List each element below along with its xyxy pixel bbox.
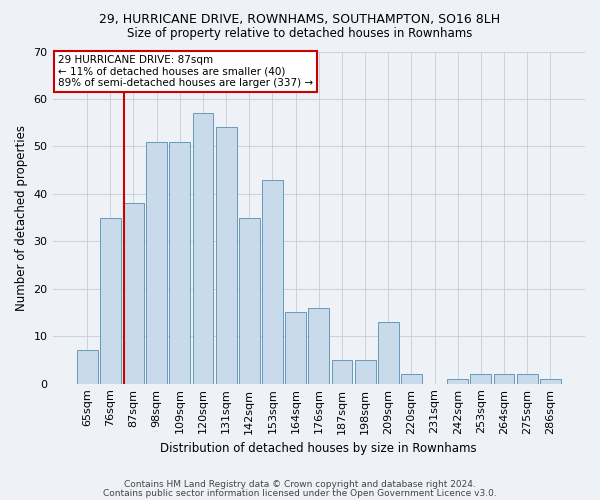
- Bar: [540, 379, 561, 384]
- Bar: [123, 204, 144, 384]
- Bar: [77, 350, 98, 384]
- Bar: [262, 180, 283, 384]
- Bar: [401, 374, 422, 384]
- Bar: [193, 113, 214, 384]
- Bar: [216, 128, 236, 384]
- Y-axis label: Number of detached properties: Number of detached properties: [15, 124, 28, 310]
- Bar: [470, 374, 491, 384]
- Bar: [239, 218, 260, 384]
- Text: Contains public sector information licensed under the Open Government Licence v3: Contains public sector information licen…: [103, 489, 497, 498]
- Text: 29 HURRICANE DRIVE: 87sqm
← 11% of detached houses are smaller (40)
89% of semi-: 29 HURRICANE DRIVE: 87sqm ← 11% of detac…: [58, 55, 313, 88]
- Bar: [169, 142, 190, 384]
- Text: Size of property relative to detached houses in Rownhams: Size of property relative to detached ho…: [127, 28, 473, 40]
- Bar: [146, 142, 167, 384]
- Text: Contains HM Land Registry data © Crown copyright and database right 2024.: Contains HM Land Registry data © Crown c…: [124, 480, 476, 489]
- Bar: [332, 360, 352, 384]
- Bar: [308, 308, 329, 384]
- Bar: [355, 360, 376, 384]
- Bar: [448, 379, 468, 384]
- Bar: [517, 374, 538, 384]
- Bar: [494, 374, 514, 384]
- Text: 29, HURRICANE DRIVE, ROWNHAMS, SOUTHAMPTON, SO16 8LH: 29, HURRICANE DRIVE, ROWNHAMS, SOUTHAMPT…: [100, 12, 500, 26]
- X-axis label: Distribution of detached houses by size in Rownhams: Distribution of detached houses by size …: [160, 442, 477, 455]
- Bar: [100, 218, 121, 384]
- Bar: [285, 312, 306, 384]
- Bar: [378, 322, 398, 384]
